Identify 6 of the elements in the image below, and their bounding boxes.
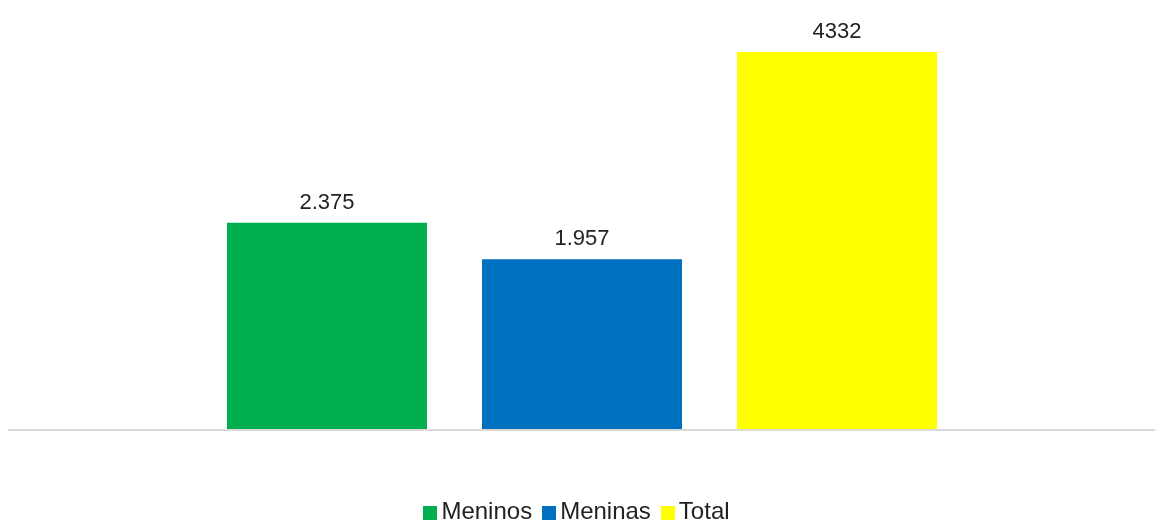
legend-label: Total <box>678 497 730 524</box>
legend-label: Meninos <box>441 497 533 524</box>
data-label: 2.375 <box>299 188 355 214</box>
data-label: 1.957 <box>554 225 610 251</box>
legend-label: Meninas <box>560 497 651 524</box>
data-label: 4332 <box>812 18 862 43</box>
